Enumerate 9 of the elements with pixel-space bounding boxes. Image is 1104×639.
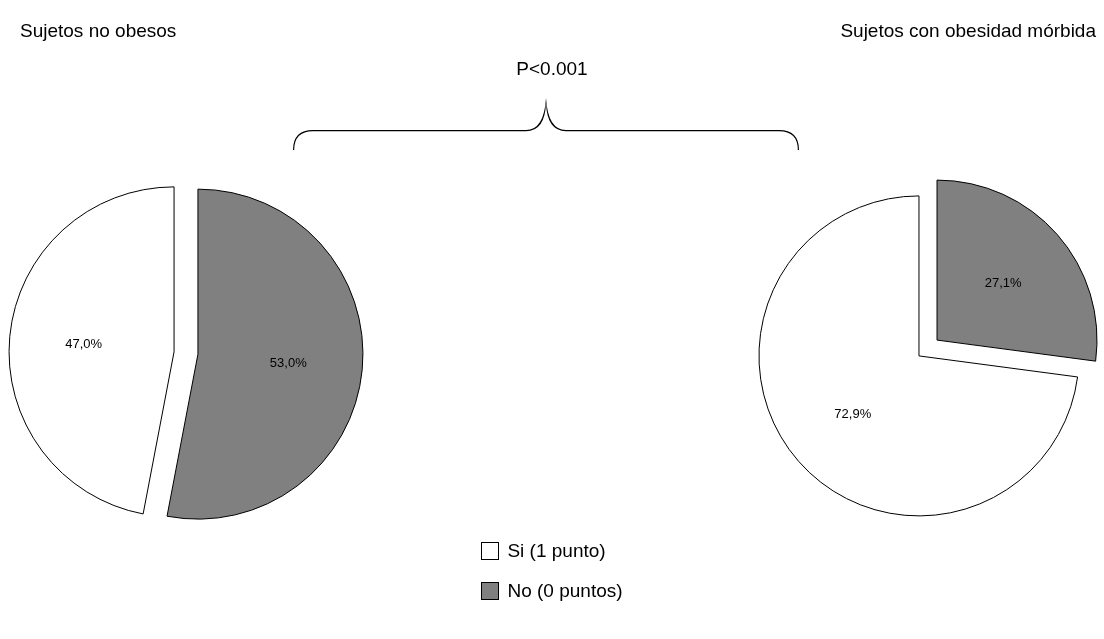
data-label: 47,0% xyxy=(65,335,103,351)
chart-title: Sujetos no obesos xyxy=(20,20,177,42)
legend-label: No (0 puntos) xyxy=(507,580,623,602)
text: P<0.001 xyxy=(515,58,589,80)
data-label: 72,9% xyxy=(834,406,872,422)
legend-label: Si (1 punto) xyxy=(507,540,606,562)
chart-title: Sujetos con obesidad mórbida xyxy=(840,20,1096,42)
data-label: 53,0% xyxy=(269,355,308,371)
data-label: 27,1% xyxy=(984,274,1023,290)
